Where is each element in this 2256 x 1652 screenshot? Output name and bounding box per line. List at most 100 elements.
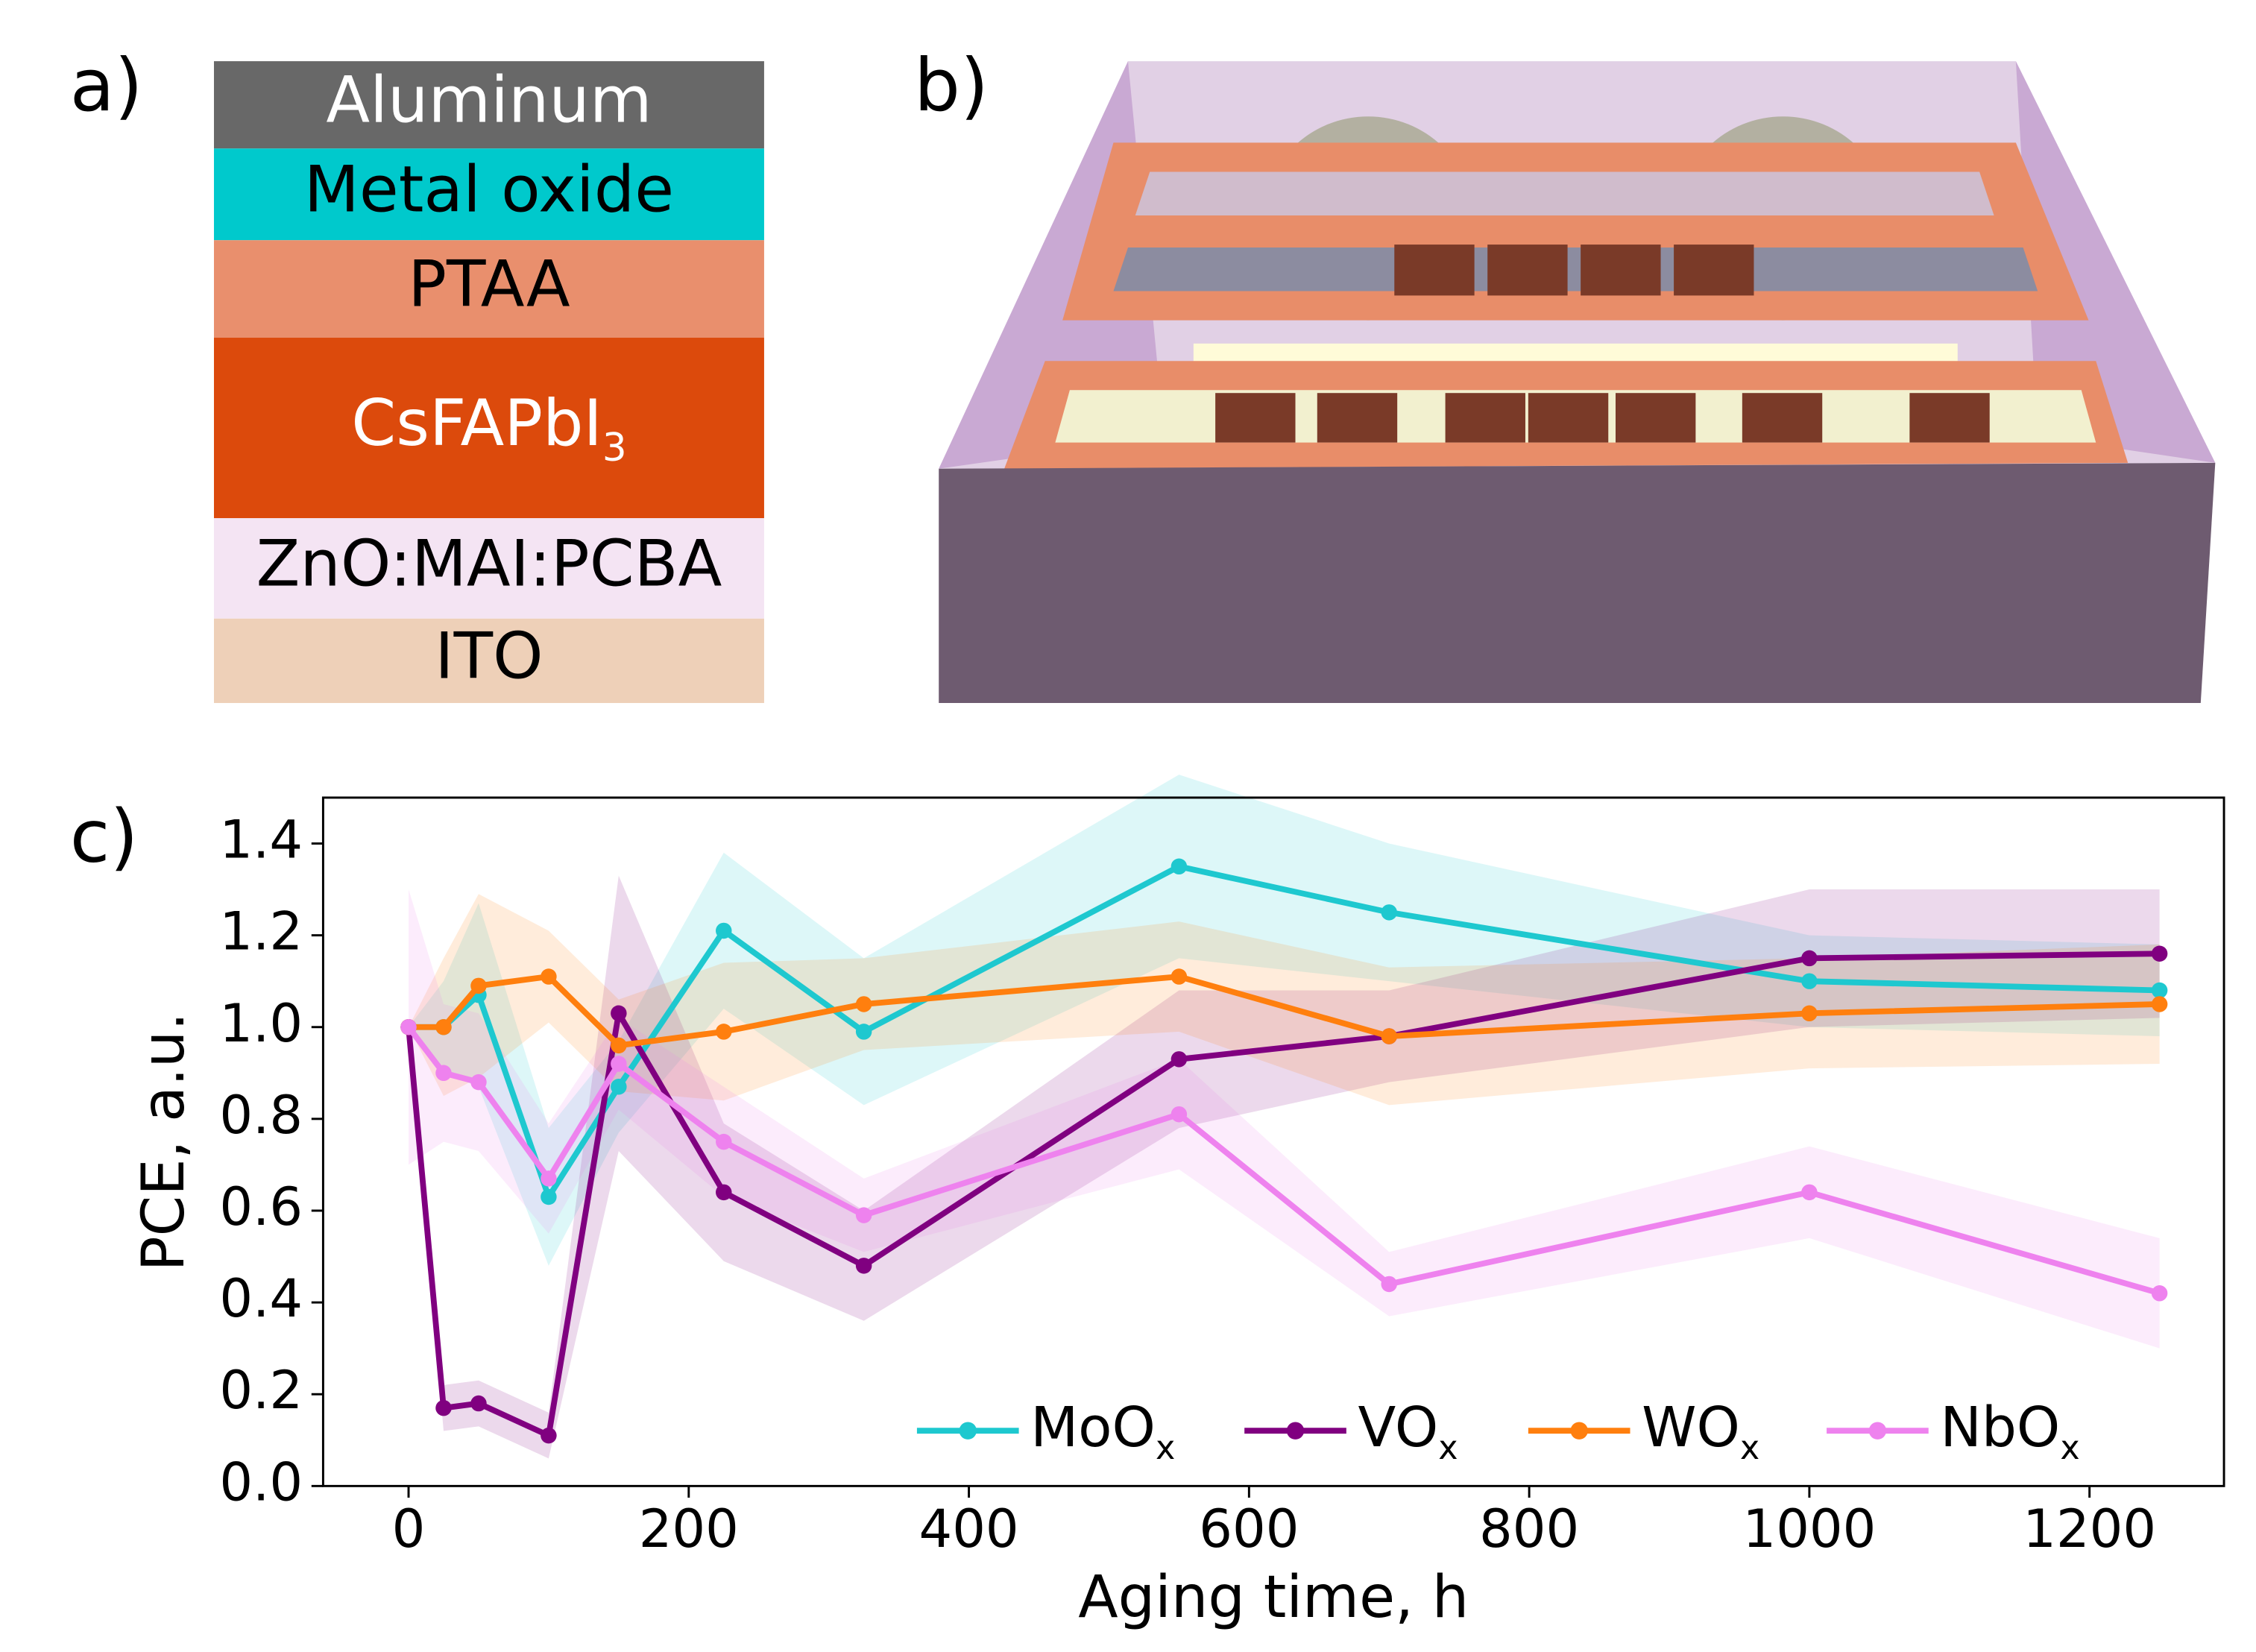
label: NbOx <box>1940 1396 2079 1467</box>
label-text: PTAA <box>408 248 570 322</box>
data-point <box>1801 950 1818 967</box>
data-point <box>435 1399 452 1416</box>
x-tick-label: 1000 <box>1742 1498 1876 1560</box>
data-point <box>1381 1276 1397 1293</box>
y-axis-label: PCE, a.u. <box>130 1012 198 1272</box>
label-text: Metal oxide <box>304 153 674 227</box>
data-point <box>716 1024 732 1040</box>
label: VOx <box>1358 1396 1458 1467</box>
light-strip <box>1193 343 1958 365</box>
data-point <box>470 977 487 994</box>
y-tick-label: 1.2 <box>219 901 303 962</box>
label-text: VO <box>1358 1396 1438 1460</box>
label-text: MoO <box>1030 1396 1156 1460</box>
label-subscript: x <box>1156 1429 1175 1467</box>
x-tick-label: 0 <box>392 1498 426 1560</box>
data-point <box>541 1427 557 1444</box>
label-text: Aluminum <box>326 63 652 138</box>
data-point <box>716 1133 732 1150</box>
data-point <box>1170 968 1188 985</box>
data-point <box>435 1065 452 1082</box>
label: ITO <box>435 620 543 694</box>
label-subscript: x <box>1740 1429 1759 1467</box>
data-point <box>2151 982 2168 999</box>
data-point <box>435 1018 452 1035</box>
legend-marker <box>1570 1422 1588 1440</box>
label: PTAA <box>408 248 570 322</box>
label-subscript: x <box>2060 1429 2079 1467</box>
x-tick-label: 1200 <box>2023 1498 2156 1560</box>
data-point <box>611 1005 627 1022</box>
y-tick-label: 0.4 <box>219 1268 303 1329</box>
y-tick-label: 1.0 <box>219 993 303 1054</box>
data-point <box>541 1188 557 1205</box>
error-band <box>409 889 2160 1349</box>
data-point <box>2151 996 2168 1012</box>
data-point <box>1381 1028 1397 1044</box>
label: Aluminum <box>326 63 652 138</box>
y-tick-label: 0.0 <box>219 1451 303 1513</box>
data-point <box>855 1207 872 1223</box>
panel-label: a) <box>70 43 143 128</box>
layer <box>213 518 764 619</box>
layer <box>213 148 764 241</box>
data-point <box>611 1079 627 1095</box>
data-point <box>1801 1184 1818 1201</box>
holder-window <box>1135 171 1994 216</box>
chamber-front <box>939 462 2216 704</box>
error-band <box>409 875 2160 1459</box>
label: ZnO:MAI:PCBA <box>256 527 722 602</box>
substrates <box>1215 393 1990 443</box>
layer <box>213 338 764 519</box>
chamber-illustration <box>939 61 2216 704</box>
panel-label: c) <box>70 794 139 879</box>
label-text: WO <box>1642 1396 1740 1460</box>
y-tick-label: 0.2 <box>219 1360 303 1421</box>
data-point <box>541 968 557 985</box>
layer <box>213 61 764 149</box>
substrates <box>1394 245 1754 296</box>
layer <box>213 240 764 338</box>
data-point <box>855 1024 872 1040</box>
data-point <box>2151 1285 2168 1302</box>
data-point <box>716 922 732 939</box>
data-point <box>855 1258 872 1274</box>
label-subscript: x <box>1438 1429 1458 1467</box>
data-point <box>400 1018 417 1035</box>
data-point <box>1170 1051 1188 1068</box>
holder-window <box>1113 247 2038 291</box>
data-point <box>1801 1005 1818 1022</box>
label-text: NbO <box>1940 1396 2060 1460</box>
error-band <box>409 894 2160 1106</box>
x-axis-label: Aging time, h <box>1078 1564 1469 1631</box>
label: CsFAPbI3 <box>351 386 626 470</box>
plot-frame <box>321 796 2225 1487</box>
data-point <box>611 1056 627 1072</box>
x-tick-label: 200 <box>639 1498 739 1560</box>
holder-frame <box>1062 142 2089 321</box>
label: Metal oxide <box>304 153 674 227</box>
data-point <box>716 1184 732 1201</box>
label-text: CsFAPbI <box>351 386 602 461</box>
panel-label: b) <box>914 43 989 128</box>
data-point <box>855 996 872 1012</box>
data-point <box>470 1074 487 1091</box>
legend-marker <box>1868 1422 1887 1440</box>
y-tick-label: 1.4 <box>219 810 303 871</box>
data-point <box>1170 1106 1188 1123</box>
data-point <box>470 1395 487 1412</box>
label-text: ITO <box>435 620 543 694</box>
data-point <box>2151 945 2168 962</box>
label: WOx <box>1642 1396 1759 1467</box>
legend-marker <box>959 1422 977 1440</box>
data-point <box>1801 973 1818 989</box>
x-tick-label: 600 <box>1199 1498 1299 1560</box>
data-point <box>1381 904 1397 921</box>
x-tick-label: 400 <box>919 1498 1019 1560</box>
data-point <box>611 1037 627 1054</box>
data-point <box>541 1170 557 1187</box>
layer <box>213 618 764 704</box>
x-tick-label: 800 <box>1479 1498 1579 1560</box>
data-point <box>1170 858 1188 875</box>
